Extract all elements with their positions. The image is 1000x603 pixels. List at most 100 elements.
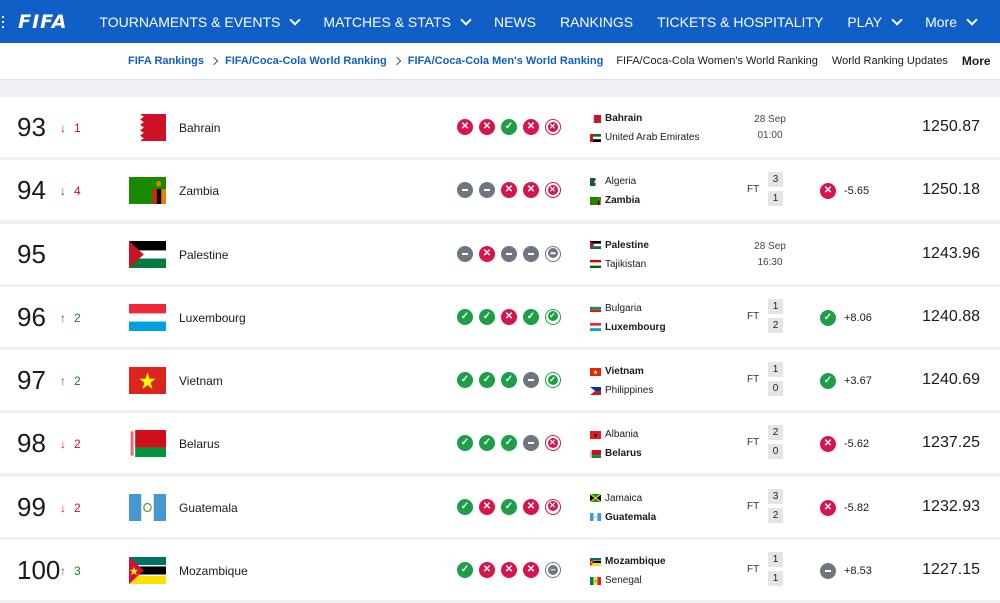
nav-item-rankings[interactable]: RANKINGS — [560, 14, 633, 30]
nav-item-label: NEWS — [494, 14, 536, 30]
nav-item-tickets-hospitality[interactable]: TICKETS & HOSPITALITY — [657, 14, 823, 30]
win-icon: ✓ — [479, 309, 495, 325]
team-name[interactable]: Guatemala — [179, 501, 238, 515]
subnav-more[interactable]: More — [962, 54, 1000, 68]
match-home-name: Bahrain — [605, 113, 642, 124]
draw-icon — [501, 246, 517, 262]
fifa-logo[interactable]: FIFA — [18, 11, 67, 33]
match-away-team: Guatemala — [590, 508, 656, 527]
away-flag-icon — [590, 513, 601, 521]
match-home-name: Bulgaria — [605, 303, 642, 314]
rank-movement-value: 4 — [74, 184, 81, 198]
chevron-down-icon — [891, 14, 902, 25]
loss-icon: ✕ — [545, 499, 561, 515]
away-score: 2 — [768, 318, 783, 333]
match-home-name: Albania — [605, 429, 638, 440]
team-flag-icon — [129, 494, 166, 521]
nav-item-news[interactable]: NEWS — [494, 14, 536, 30]
chevron-down-icon — [966, 14, 977, 25]
team-name[interactable]: Palestine — [179, 248, 228, 262]
match-home-team: Albania — [590, 425, 642, 444]
last-match[interactable]: Algeria Zambia — [590, 172, 640, 210]
breadcrumb-link[interactable]: FIFA/Coca-Cola Men's World Ranking — [408, 55, 604, 67]
team-name[interactable]: Vietnam — [179, 374, 223, 388]
home-flag-icon — [590, 558, 601, 566]
match-away-team: Senegal — [590, 571, 666, 590]
match-home-name: Algeria — [605, 176, 636, 187]
nav-item-play[interactable]: PLAY — [847, 14, 901, 30]
menu-icon[interactable] — [2, 16, 4, 28]
loss-icon: ✕ — [479, 499, 495, 515]
draw-icon — [523, 246, 539, 262]
win-icon: ✓ — [501, 435, 517, 451]
away-flag-icon — [590, 387, 601, 395]
total-points: 1243.96 — [922, 245, 980, 263]
team-name[interactable]: Belarus — [179, 437, 220, 451]
nav-item-label: PLAY — [847, 14, 882, 30]
rank-movement: ↑3 — [60, 564, 81, 578]
points-change: ✕-5.82 — [820, 500, 869, 516]
points-change-value: -5.65 — [844, 185, 869, 197]
win-icon: ✓ — [545, 372, 561, 388]
home-score: 2 — [768, 425, 783, 440]
home-score: 1 — [768, 362, 783, 377]
points-change-value: +8.06 — [844, 312, 872, 324]
match-away-name: Philippines — [605, 385, 653, 396]
match-home-name: Jamaica — [605, 493, 642, 504]
match-away-name: Zambia — [605, 195, 640, 206]
nav-item-tournaments-events[interactable]: TOURNAMENTS & EVENTS — [99, 14, 299, 30]
team-name[interactable]: Zambia — [179, 184, 219, 198]
nav-item-matches-stats[interactable]: MATCHES & STATS — [323, 14, 470, 30]
rank-movement-value: 2 — [74, 501, 81, 515]
total-points: 1232.93 — [922, 498, 980, 516]
win-icon: ✓ — [457, 435, 473, 451]
rank-movement-value: 1 — [74, 121, 81, 135]
draw-icon — [523, 435, 539, 451]
breadcrumb-link[interactable]: FIFA/Coca-Cola World Ranking — [225, 55, 387, 67]
breadcrumb-link[interactable]: FIFA Rankings — [128, 55, 204, 67]
away-flag-icon — [590, 450, 601, 458]
team-name[interactable]: Luxembourg — [179, 311, 246, 325]
last-match[interactable]: Jamaica Guatemala — [590, 489, 656, 527]
subnav-link[interactable]: FIFA/Coca-Cola Women's World Ranking — [616, 55, 818, 67]
win-icon: ✓ — [479, 435, 495, 451]
subnav-link[interactable]: World Ranking Updates — [832, 55, 948, 67]
nav-item-more[interactable]: More — [925, 14, 976, 30]
nav-item-label: MATCHES & STATS — [323, 14, 451, 30]
loss-icon: ✕ — [523, 499, 539, 515]
match-away-team: Tajikistan — [590, 255, 649, 274]
away-score: 1 — [768, 571, 783, 586]
win-icon: ✓ — [457, 372, 473, 388]
points-change-value: +8.53 — [844, 565, 872, 577]
win-icon: ✓ — [479, 372, 495, 388]
full-time-label: FT — [747, 564, 759, 575]
recent-form: ✓✕✕✕ — [457, 562, 567, 578]
chevron-right-icon — [210, 57, 218, 65]
points-change: ✓+3.67 — [820, 373, 872, 389]
rank-number: 95 — [17, 239, 46, 270]
rank-movement: ↓2 — [60, 437, 81, 451]
team-name[interactable]: Bahrain — [179, 121, 220, 135]
chevron-right-icon — [393, 57, 401, 65]
loss-icon: ✕ — [479, 119, 495, 135]
win-icon: ✓ — [501, 499, 517, 515]
team-name[interactable]: Mozambique — [179, 564, 248, 578]
